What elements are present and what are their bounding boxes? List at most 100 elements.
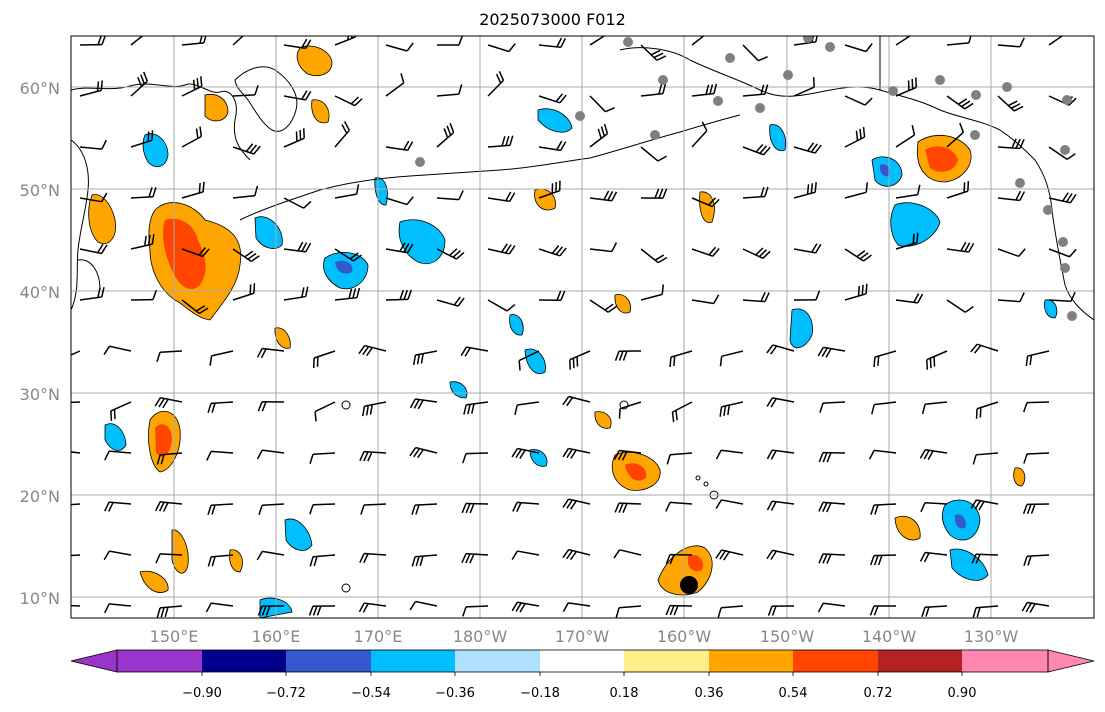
anomaly-red-s-hawaii	[687, 554, 704, 572]
anomaly-blue-5	[537, 108, 573, 133]
wind-barb	[997, 190, 1026, 202]
wind-barb	[130, 234, 155, 250]
wind-barb	[640, 83, 667, 97]
station-markers	[415, 36, 1077, 321]
negative-anomaly-regions	[104, 108, 1058, 618]
wind-barb	[361, 401, 387, 417]
wind-barb	[103, 550, 132, 561]
wind-barb	[972, 452, 999, 465]
wind-barb	[358, 344, 387, 357]
wind-barb	[283, 38, 312, 50]
wind-barb	[104, 603, 132, 614]
wind-barb	[232, 143, 261, 155]
wind-barb	[156, 605, 183, 618]
wind-barb	[946, 122, 965, 148]
wind-barb	[334, 248, 362, 262]
coast-northwest	[1034, 159, 1094, 321]
wind-barb	[1023, 554, 1050, 566]
wind-barb	[691, 246, 720, 257]
wind-barb	[614, 502, 642, 513]
wind-barb	[666, 452, 693, 465]
anomaly-orange-sakhalin	[88, 194, 116, 245]
wind-barb	[691, 83, 718, 97]
lat-label: 50°N	[20, 181, 60, 200]
wind-barb	[895, 293, 924, 304]
wind-barb	[975, 401, 999, 419]
wind-barb	[640, 284, 665, 301]
wind-barb	[920, 501, 948, 513]
anomaly-blue-6	[769, 124, 787, 152]
wind-barb	[181, 36, 207, 46]
wind-barb	[844, 182, 868, 199]
lon-label: 160°E	[252, 627, 301, 646]
wind-barb	[870, 503, 897, 515]
wind-barb	[742, 186, 769, 199]
wind-barb	[130, 187, 157, 199]
wind-barb	[691, 36, 705, 46]
wind-barb	[411, 554, 438, 567]
anomaly-orange-e-6	[1013, 467, 1026, 487]
wind-barb	[818, 451, 846, 463]
wind-barb	[461, 552, 489, 564]
wind-barb	[409, 600, 438, 611]
wind-barb	[360, 503, 387, 515]
wind-barb	[895, 77, 918, 97]
wind-barb	[334, 121, 351, 148]
wind-barb	[562, 602, 591, 613]
coast-hawaii-2	[703, 481, 709, 487]
wind-barb	[793, 142, 822, 154]
wind-barb	[155, 553, 183, 564]
storm-marker	[680, 576, 698, 594]
anomaly-blue-16	[449, 381, 468, 399]
wind-barb	[79, 139, 107, 150]
colorbar-segment	[624, 650, 709, 672]
colorbar-outline	[116, 649, 1049, 673]
colorbar-extend-min	[70, 649, 118, 673]
wind-barb	[562, 498, 591, 510]
anomaly-blue-13	[104, 423, 127, 451]
wind-barb	[257, 605, 285, 616]
wind-barb	[719, 350, 744, 367]
wind-barb	[462, 452, 489, 464]
wind-barb	[997, 37, 1025, 48]
wind-barb	[1048, 146, 1076, 161]
wind-barb	[873, 350, 897, 368]
wind-barb	[946, 299, 974, 313]
anomaly-orange-mid-2	[614, 294, 632, 314]
wind-barb	[1021, 601, 1050, 613]
wind-barb	[742, 44, 768, 62]
anomaly-blue-12	[284, 518, 313, 551]
wind-barb	[308, 605, 336, 616]
wind-barb	[997, 95, 1024, 112]
wind-barb	[719, 401, 744, 417]
wind-barb	[1048, 192, 1077, 204]
wind-barb	[359, 552, 387, 564]
map-frame	[70, 35, 1095, 619]
wind-barb	[514, 401, 540, 415]
wind-barb	[589, 123, 609, 148]
wind-barb	[334, 95, 363, 107]
wind-barb	[181, 246, 210, 258]
wind-barb	[412, 350, 438, 366]
anomaly-orange-e-3	[594, 411, 612, 429]
wind-barb	[156, 350, 183, 362]
wind-barb	[103, 345, 132, 355]
wind-barb	[385, 42, 414, 52]
coast-alaska	[619, 47, 1036, 161]
anomaly-orange-e-1	[699, 191, 715, 223]
wind-barb	[487, 70, 505, 97]
wind-barb	[511, 447, 540, 459]
wind-barb	[1022, 503, 1050, 515]
anomaly-blue-9	[789, 308, 813, 349]
wind-barb	[334, 36, 357, 46]
wind-barb	[154, 396, 183, 409]
wind-barb	[436, 296, 465, 307]
wind-barbs	[71, 36, 1077, 618]
colorbar-tick-label: −0.18	[520, 686, 560, 701]
wind-barb	[487, 243, 516, 255]
wind-barb	[283, 241, 312, 253]
wind-barb	[436, 84, 463, 97]
wind-barb	[997, 138, 1025, 150]
wind-barb	[817, 346, 846, 358]
wind-barb	[868, 449, 897, 460]
